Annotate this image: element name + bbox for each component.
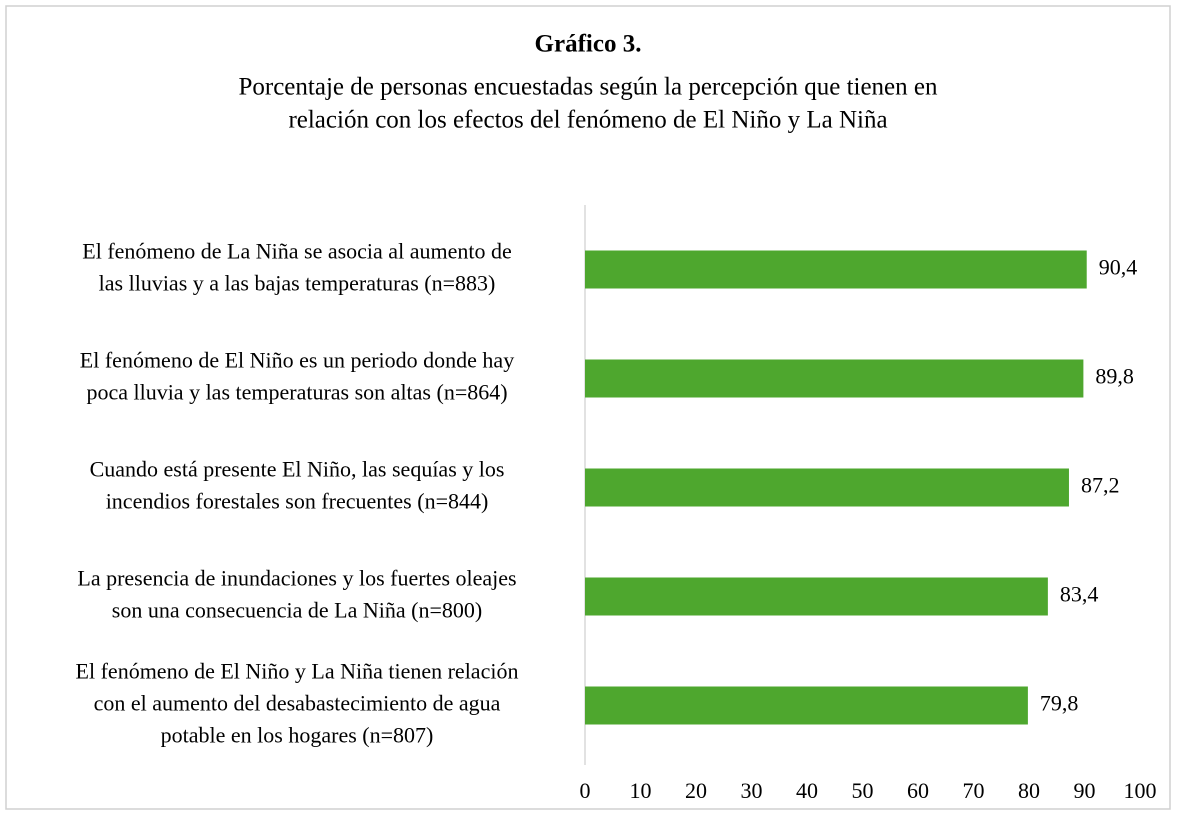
bar: [585, 577, 1048, 616]
x-tick-label: 80: [1018, 778, 1040, 803]
y-tick-label: El fenómeno de La Niña se asocia al aume…: [82, 239, 511, 264]
x-tick-label: 30: [741, 778, 763, 803]
x-tick-label: 70: [963, 778, 985, 803]
x-tick-label: 10: [630, 778, 652, 803]
chart-border: [5, 5, 1171, 810]
chart-subtitle: Porcentaje de personas encuestadas según…: [238, 74, 938, 101]
y-tick-label: El fenómeno de El Niño es un periodo don…: [80, 348, 514, 373]
x-tick-label: 60: [907, 778, 929, 803]
bar: [585, 686, 1028, 725]
y-tick-label: Cuando está presente El Niño, las sequía…: [90, 457, 505, 482]
x-tick-label: 20: [685, 778, 707, 803]
chart-title: Gráfico 3.: [535, 31, 642, 58]
x-tick-label: 50: [852, 778, 874, 803]
y-tick-label: poca lluvia y las temperaturas son altas…: [86, 380, 507, 405]
value-label: 89,8: [1095, 364, 1134, 389]
bar: [585, 250, 1087, 289]
y-tick-label: las lluvias y a las bajas temperaturas (…: [99, 271, 496, 296]
bar: [585, 468, 1069, 507]
bar: [585, 359, 1084, 398]
y-tick-label: El fenómeno de El Niño y La Niña tienen …: [76, 659, 519, 684]
y-tick-label: son una consecuencia de La Niña (n=800): [112, 598, 482, 623]
x-tick-label: 90: [1074, 778, 1096, 803]
y-tick-label: La presencia de inundaciones y los fuert…: [77, 566, 516, 591]
value-label: 87,2: [1081, 473, 1120, 498]
y-tick-label: con el aumento del desabastecimiento de …: [94, 691, 501, 716]
x-tick-label: 0: [580, 778, 591, 803]
value-label: 90,4: [1099, 255, 1138, 280]
value-label: 79,8: [1040, 691, 1079, 716]
x-tick-label: 40: [796, 778, 818, 803]
value-label: 83,4: [1060, 582, 1099, 607]
x-tick-label: 100: [1124, 778, 1157, 803]
y-tick-label: potable en los hogares (n=807): [161, 723, 434, 748]
chart-subtitle: relación con los efectos del fenómeno de…: [288, 107, 887, 134]
y-tick-label: incendios forestales son frecuentes (n=8…: [106, 489, 489, 514]
